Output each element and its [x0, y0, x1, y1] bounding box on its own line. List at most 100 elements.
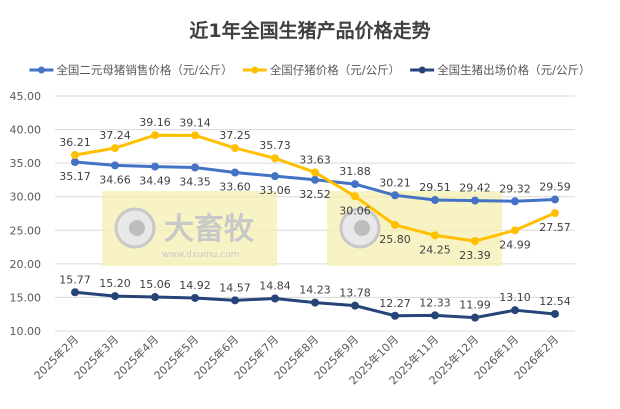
data-point [231, 168, 239, 177]
y-tick-label: 30.00 [10, 191, 42, 204]
data-label: 12.27 [379, 297, 411, 310]
series-2: 15.77 15.20 15.06 14.92 14.57 14.84 14.23 13.78… [59, 273, 571, 322]
y-tick-label: 25.00 [10, 224, 42, 237]
data-label: 25.80 [379, 233, 411, 246]
watermark-logo-icon [354, 220, 370, 236]
data-point [71, 151, 79, 160]
legend-label: 全国生猪出场价格（元/公斤） [437, 63, 590, 77]
y-tick-label: 45.00 [10, 90, 42, 103]
legend-marker [37, 66, 45, 74]
data-point [471, 237, 479, 246]
data-point [391, 191, 399, 200]
data-point [311, 168, 319, 177]
data-point [551, 309, 559, 318]
data-label: 33.63 [299, 153, 331, 166]
data-point [351, 192, 359, 201]
data-label: 12.33 [419, 296, 451, 309]
legend-item: 全国仔猪价格（元/公斤） [242, 63, 400, 77]
series-1: 36.21 37.24 39.16 39.14 37.25 35.73 33.63 30.06… [59, 116, 571, 262]
data-label: 35.17 [59, 170, 91, 183]
data-point [71, 288, 79, 297]
data-point [191, 163, 199, 172]
data-label: 15.20 [99, 277, 131, 290]
legend-marker [251, 66, 259, 74]
data-point [351, 301, 359, 310]
data-point [511, 306, 519, 315]
data-label: 33.60 [219, 181, 251, 194]
watermark-brand: 大畜牧 [164, 212, 255, 247]
data-label: 24.25 [419, 243, 451, 256]
data-point [271, 172, 279, 181]
legend-label: 全国二元母猪销售价格（元/公斤） [56, 63, 232, 77]
data-label: 29.51 [419, 181, 451, 194]
data-point [191, 131, 199, 140]
data-label: 37.24 [99, 129, 131, 142]
data-point [551, 209, 559, 218]
x-axis: 2025年2月2025年3月2025年4月2025年5月2025年6月2025年… [31, 332, 561, 387]
watermark-logo-icon [129, 220, 145, 236]
data-point [231, 144, 239, 153]
data-point [391, 311, 399, 320]
data-point [351, 180, 359, 189]
data-label: 14.57 [219, 281, 251, 294]
data-point [431, 311, 439, 320]
data-point [151, 293, 159, 302]
data-label: 24.99 [499, 238, 531, 251]
y-tick-label: 20.00 [10, 258, 42, 271]
y-tick-label: 35.00 [10, 157, 42, 170]
data-point [471, 313, 479, 322]
data-label: 14.84 [259, 280, 291, 293]
data-label: 29.59 [539, 180, 571, 193]
data-label: 36.21 [59, 136, 91, 149]
data-label: 30.06 [339, 204, 371, 217]
data-label: 34.66 [99, 173, 131, 186]
data-point [551, 195, 559, 204]
data-point [391, 220, 399, 229]
data-label: 37.25 [219, 129, 251, 142]
data-point [151, 131, 159, 140]
data-label: 30.21 [379, 176, 411, 189]
data-label: 23.39 [459, 249, 491, 262]
legend-item: 全国二元母猪销售价格（元/公斤） [29, 63, 233, 77]
data-label: 33.06 [259, 184, 291, 197]
data-point [471, 196, 479, 205]
y-tick-label: 40.00 [10, 124, 42, 137]
data-label: 27.57 [539, 221, 571, 234]
data-label: 13.78 [339, 287, 371, 300]
data-label: 12.54 [539, 295, 571, 308]
data-label: 14.23 [299, 284, 331, 297]
data-point [111, 161, 119, 170]
series-group: 35.17 34.66 34.49 34.35 33.60 33.06 32.52 31.88… [59, 116, 571, 322]
series-0: 35.17 34.66 34.49 34.35 33.60 33.06 32.52 31.88… [59, 158, 571, 206]
chart-title: 近1年全国生猪产品价格走势 [189, 19, 430, 42]
data-point [511, 226, 519, 235]
y-tick-label: 10.00 [10, 325, 42, 338]
data-point [231, 296, 239, 305]
legend-item: 全国生猪出场价格（元/公斤） [410, 63, 591, 77]
data-label: 15.77 [59, 273, 91, 286]
data-point [71, 158, 79, 167]
y-tick-label: 15.00 [10, 291, 42, 304]
data-point [151, 162, 159, 171]
data-label: 29.32 [499, 182, 531, 195]
data-label: 34.49 [139, 175, 171, 188]
data-point [111, 144, 119, 153]
data-label: 11.99 [459, 299, 491, 312]
legend-marker [418, 66, 426, 74]
data-label: 34.35 [179, 176, 211, 189]
data-label: 39.16 [139, 116, 171, 129]
data-point [431, 196, 439, 205]
data-point [431, 231, 439, 240]
watermark-url: www.dxumu.com [162, 250, 239, 260]
watermark: 大畜牧 www.dxumu.com [102, 191, 502, 266]
data-point [311, 298, 319, 307]
data-label: 32.52 [299, 188, 331, 201]
data-label: 15.06 [139, 278, 171, 291]
data-point [271, 154, 279, 163]
data-label: 31.88 [339, 165, 371, 178]
data-label: 13.10 [499, 291, 531, 304]
data-point [191, 293, 199, 302]
data-label: 39.14 [179, 116, 211, 129]
data-point [111, 292, 119, 301]
